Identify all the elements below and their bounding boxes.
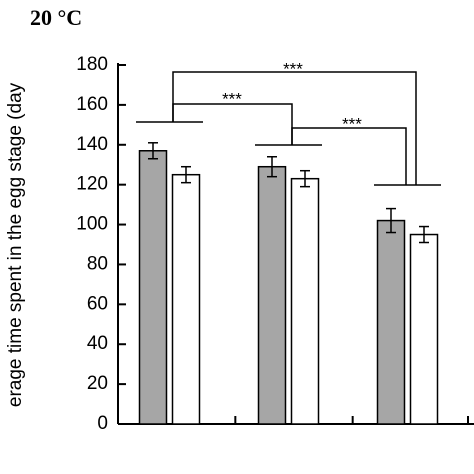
significance-label: *** [283, 59, 303, 78]
y-tick-label: 20 [87, 373, 108, 394]
y-tick-label: 140 [76, 134, 108, 155]
y-tick-label: 80 [87, 253, 108, 274]
significance-label: *** [222, 89, 242, 108]
bracket [172, 103, 293, 145]
y-tick-label: 60 [87, 293, 108, 314]
bar [409, 233, 439, 425]
y-tick-label: 160 [76, 94, 108, 115]
y-tick-label: 180 [76, 54, 108, 75]
significance-label: *** [342, 114, 362, 133]
bar [290, 177, 320, 425]
chart-title: 20 °C [30, 5, 82, 30]
bar [257, 165, 287, 425]
y-tick-label: 100 [76, 214, 108, 235]
y-tick-label: 0 [97, 413, 108, 434]
y-tick-label: 120 [76, 174, 108, 195]
y-tick-label: 40 [87, 333, 108, 354]
bar [138, 150, 168, 425]
bracket [291, 127, 407, 185]
bar [171, 173, 201, 425]
y-axis-label: erage time spent in the egg stage (day [5, 82, 26, 407]
bar [376, 219, 406, 425]
bracket [172, 71, 417, 185]
